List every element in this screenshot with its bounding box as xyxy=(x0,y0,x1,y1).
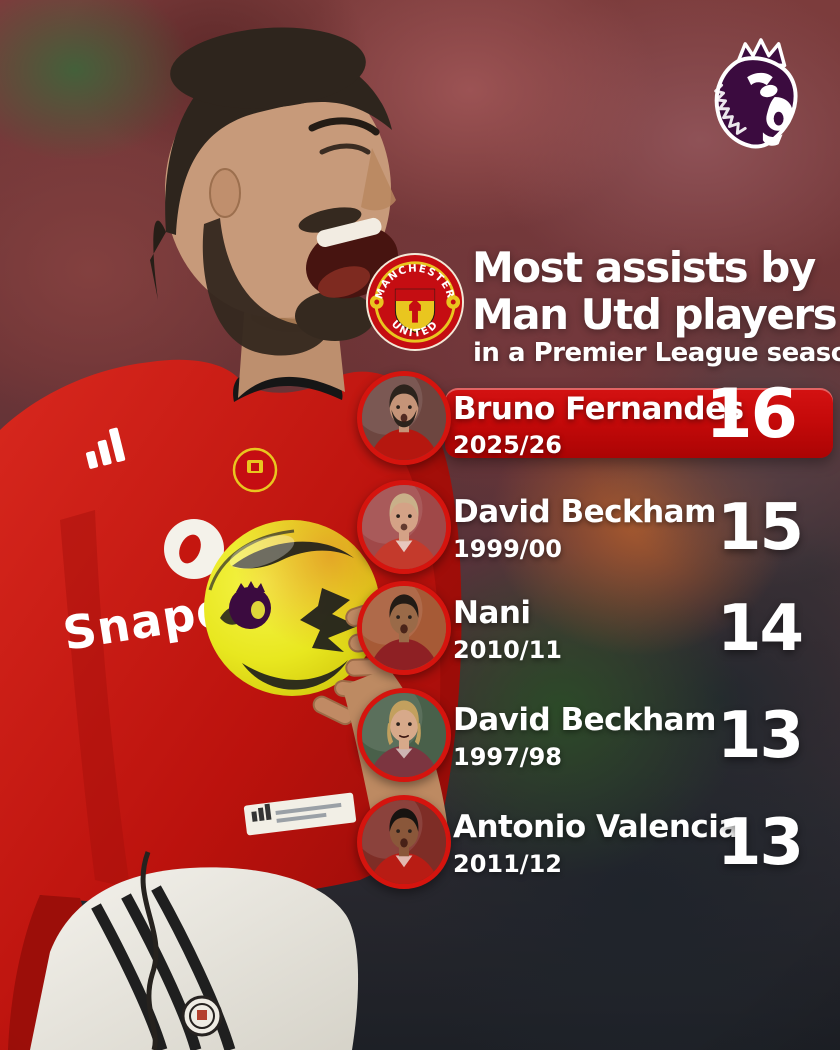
jersey-hem-label xyxy=(243,792,357,836)
subtitle: in a Premier League season xyxy=(473,338,840,368)
ranking-row: Nani 2010/11 14 xyxy=(0,581,840,681)
player-name: David Beckham xyxy=(453,494,716,530)
player-season: 2010/11 xyxy=(453,636,562,664)
player-season: 2025/26 xyxy=(453,431,562,459)
player-name: Nani xyxy=(453,595,531,631)
player-name: Bruno Fernandes xyxy=(453,391,744,427)
premier-league-lion-icon xyxy=(714,38,798,149)
adidas-logo-icon xyxy=(86,427,126,469)
ranking-row: Antonio Valencia 2011/12 13 xyxy=(0,795,840,895)
player-avatar xyxy=(357,795,451,889)
player-season: 1997/98 xyxy=(453,743,562,771)
shorts xyxy=(30,851,359,1050)
assists-count: 16 xyxy=(705,375,798,454)
player-avatar xyxy=(357,480,451,574)
assists-count: 14 xyxy=(716,592,804,666)
title-line-1: Most assists by xyxy=(472,243,816,292)
player-name: Antonio Valencia xyxy=(453,809,739,845)
player-photo-illustration: Snapdro xyxy=(0,27,462,1050)
assists-count: 13 xyxy=(716,699,804,773)
player-season: 1999/00 xyxy=(453,535,562,563)
sponsor-logo-icon xyxy=(164,519,224,579)
man-utd-crest-icon: MANCHESTER UNITED xyxy=(366,253,464,351)
player-name: David Beckham xyxy=(453,702,716,738)
title-line-2: Man Utd players xyxy=(472,290,838,339)
player-avatar xyxy=(357,581,451,675)
assists-count: 15 xyxy=(716,491,804,565)
ranking-row: David Beckham 1997/98 13 xyxy=(0,688,840,788)
highlight-banner xyxy=(445,388,833,458)
assists-count: 13 xyxy=(716,806,804,880)
ranking-row: David Beckham 1999/00 15 xyxy=(0,480,840,580)
player-avatar xyxy=(357,371,451,465)
player-head xyxy=(150,27,398,398)
shorts-crest-icon xyxy=(181,995,223,1037)
player-avatar xyxy=(357,688,451,782)
ranking-row: Bruno Fernandes 2025/26 16 xyxy=(0,371,840,471)
jersey-crest-icon xyxy=(232,447,278,493)
player-season: 2011/12 xyxy=(453,850,562,878)
